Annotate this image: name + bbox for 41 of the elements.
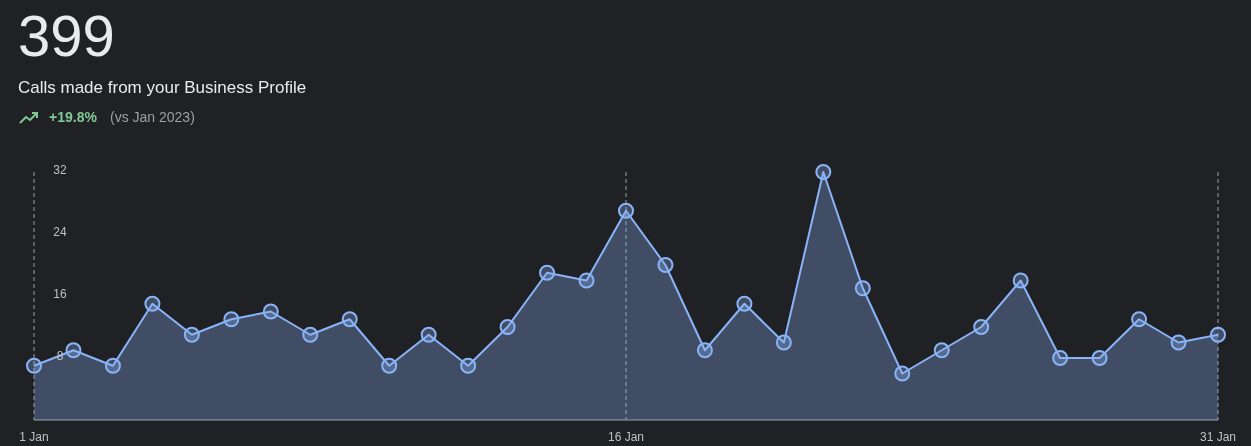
point	[736, 295, 753, 312]
x-tick-label: 31 Jan	[1199, 430, 1237, 444]
point	[104, 357, 121, 374]
point	[1210, 326, 1226, 343]
point	[223, 311, 240, 328]
point	[815, 164, 832, 180]
point	[1170, 334, 1187, 351]
text: (vs Jan 2023)	[110, 109, 195, 125]
point	[341, 311, 358, 328]
point	[381, 357, 398, 374]
point	[775, 334, 792, 351]
chart-title: 399	[18, 3, 115, 68]
point	[499, 319, 516, 335]
point	[933, 342, 950, 359]
point	[26, 357, 42, 374]
point	[1091, 350, 1108, 366]
point	[420, 326, 437, 343]
point	[65, 342, 82, 359]
point	[460, 357, 477, 374]
point	[618, 202, 634, 219]
point	[657, 257, 674, 273]
y-tick-label: 16	[53, 287, 67, 302]
point	[144, 295, 161, 312]
x-tick-label: 1 Jan	[19, 430, 49, 444]
point	[183, 326, 200, 343]
point	[1012, 272, 1029, 289]
point	[262, 303, 279, 320]
point	[973, 319, 990, 335]
point	[302, 326, 319, 343]
point	[854, 280, 871, 297]
point	[1052, 350, 1069, 366]
y-tick-label: 32	[53, 163, 67, 178]
x-tick-label: 16 Jan	[607, 430, 645, 444]
point	[696, 342, 713, 359]
chart-subtitle: Calls made from your Business Profile	[18, 78, 307, 97]
text: +19.8%	[49, 109, 98, 125]
point	[1131, 311, 1148, 328]
point	[539, 264, 556, 281]
y-tick-label: 24	[53, 225, 67, 240]
point	[894, 365, 911, 382]
point	[578, 272, 595, 289]
